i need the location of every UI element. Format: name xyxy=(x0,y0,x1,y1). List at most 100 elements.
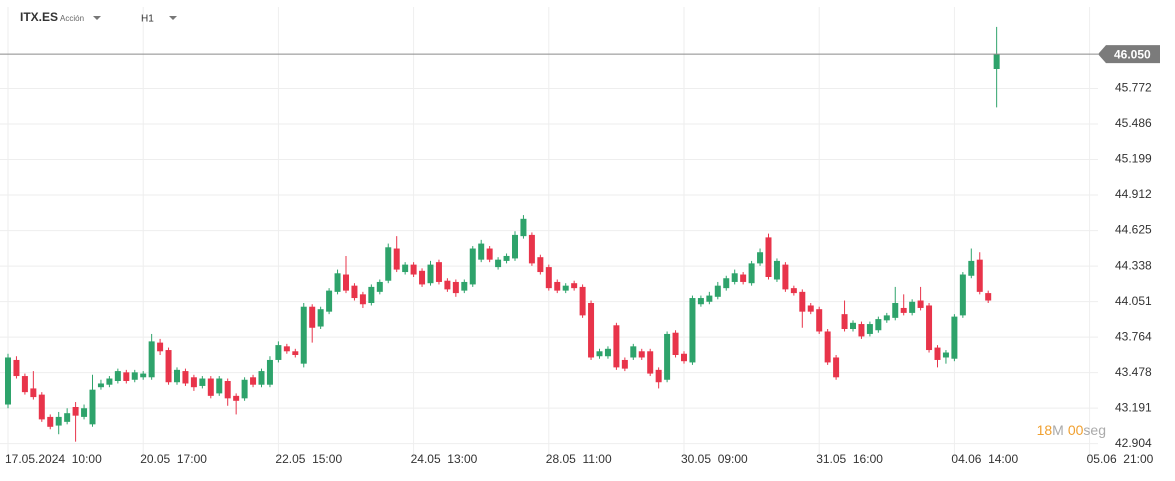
y-tick-label: 45.772 xyxy=(1115,81,1152,95)
candle-body xyxy=(72,407,79,416)
candle-body xyxy=(875,319,882,331)
candle-body xyxy=(30,388,37,398)
candle-body xyxy=(689,298,696,363)
candle-body xyxy=(714,285,721,297)
candle-body xyxy=(655,369,662,383)
candle-body xyxy=(503,255,510,261)
candle-body xyxy=(427,264,434,284)
candle-body xyxy=(537,257,544,273)
candle-body xyxy=(157,342,164,352)
symbol-dropdown[interactable] xyxy=(93,16,101,20)
candle-body xyxy=(579,286,586,316)
symbol[interactable]: ITX.ES xyxy=(20,10,58,24)
candle-body xyxy=(435,262,442,282)
candle-body xyxy=(824,331,831,363)
candle-body xyxy=(241,379,248,399)
candle-body xyxy=(748,263,755,284)
candle-body xyxy=(571,283,578,289)
candle-body xyxy=(309,306,316,328)
y-tick-label: 42.904 xyxy=(1115,436,1152,450)
candle-body xyxy=(13,359,20,377)
candle-body xyxy=(224,381,231,399)
candle-body xyxy=(942,352,949,358)
candle-body xyxy=(419,270,426,285)
candle-body xyxy=(892,303,899,318)
candle-body xyxy=(723,278,730,289)
candle-body xyxy=(385,247,392,281)
x-tick-label: 24.05 13:00 xyxy=(411,452,478,466)
candle-body xyxy=(55,416,62,426)
candle-body xyxy=(672,332,679,355)
candle-body xyxy=(21,376,28,393)
candle-body xyxy=(773,260,780,280)
candle-body xyxy=(334,273,341,292)
timeframe[interactable]: H1 xyxy=(141,14,154,25)
candle-body xyxy=(266,359,273,385)
candle-body xyxy=(900,307,907,313)
candle-body xyxy=(393,248,400,270)
candle-body xyxy=(799,291,806,312)
candle-body xyxy=(5,357,11,405)
candle-body xyxy=(968,260,975,276)
candle-body xyxy=(706,295,713,302)
candle-body xyxy=(64,413,71,422)
x-tick-label: 04.06 14:00 xyxy=(951,452,1018,466)
candle-body xyxy=(807,305,814,312)
candle-body xyxy=(833,357,840,378)
candle-body xyxy=(909,301,916,313)
candle-body xyxy=(275,345,282,360)
candle-body xyxy=(97,383,104,388)
last-price-badge xyxy=(1098,45,1160,64)
candle-body xyxy=(359,294,366,305)
candle-body xyxy=(951,316,958,359)
candle-body xyxy=(647,351,654,374)
y-tick-label: 44.912 xyxy=(1115,187,1152,201)
candle-body xyxy=(444,280,451,290)
x-tick-label: 22.05 15:00 xyxy=(275,452,342,466)
candle-body xyxy=(757,252,764,264)
candle-body xyxy=(740,274,747,282)
candle-body xyxy=(233,395,240,401)
candle-body xyxy=(114,371,121,381)
candle-body xyxy=(174,369,180,383)
candle-body xyxy=(926,305,933,351)
candle-body xyxy=(731,273,738,282)
countdown-seconds: 00 xyxy=(1068,422,1084,438)
y-tick-label: 44.051 xyxy=(1115,294,1152,308)
y-tick-label: 45.199 xyxy=(1115,152,1152,166)
countdown: 18M 00seg xyxy=(1037,422,1106,438)
candle-body xyxy=(326,290,333,312)
candle-body xyxy=(376,281,383,292)
candle-body xyxy=(985,293,992,301)
candle-body xyxy=(630,346,637,358)
last-price-label: 46.050 xyxy=(1114,47,1151,61)
candle-body xyxy=(486,248,493,260)
y-tick-label: 43.764 xyxy=(1115,329,1152,343)
y-tick-label: 43.191 xyxy=(1115,400,1152,414)
candle-body xyxy=(292,351,299,355)
timeframe-dropdown[interactable] xyxy=(169,16,177,20)
candle-body xyxy=(47,416,54,427)
candle-body xyxy=(452,281,459,294)
candle-body xyxy=(697,298,704,305)
candle-body xyxy=(883,315,890,321)
candle-body xyxy=(520,218,527,237)
countdown-minutes-unit: M xyxy=(1052,422,1064,438)
candle-body xyxy=(554,281,561,291)
y-tick-label: 45.486 xyxy=(1115,116,1152,130)
candle-body xyxy=(782,264,789,290)
x-tick-label: 30.05 09:00 xyxy=(681,452,748,466)
candle-body xyxy=(596,351,603,357)
candle-body xyxy=(621,359,628,369)
candle-body xyxy=(976,259,983,292)
candle-body xyxy=(934,347,941,360)
candle-body xyxy=(410,264,417,275)
candle-body xyxy=(858,324,865,337)
candle-body xyxy=(123,372,130,381)
candle-body xyxy=(89,389,96,425)
candle-body xyxy=(140,373,147,378)
x-tick-label: 20.05 17:00 xyxy=(140,452,207,466)
candle-body xyxy=(917,300,924,308)
candle-body xyxy=(199,378,206,386)
countdown-minutes: 18 xyxy=(1037,422,1053,438)
